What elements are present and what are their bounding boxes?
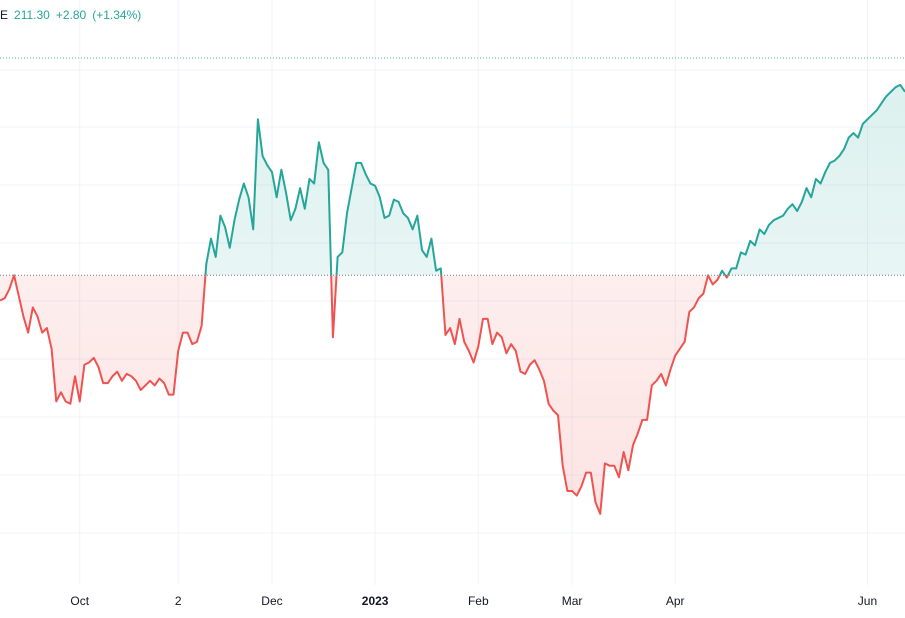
- price-change: +2.80: [56, 8, 86, 22]
- x-tick-label: Feb: [468, 594, 489, 608]
- x-tick-label: 2: [175, 594, 182, 608]
- x-tick-label: 2023: [362, 594, 389, 608]
- area-below-baseline: [0, 85, 905, 514]
- x-tick-label: Apr: [666, 594, 685, 608]
- x-tick-label: Jun: [858, 594, 877, 608]
- x-tick-label: Mar: [562, 594, 583, 608]
- symbol-label: E: [0, 8, 8, 22]
- last-price: 211.30: [14, 8, 50, 22]
- x-tick-label: Oct: [70, 594, 89, 608]
- price-change-percent: (+1.34%): [92, 8, 141, 22]
- x-tick-label: Dec: [261, 594, 282, 608]
- price-legend: E 211.30 +2.80 (+1.34%): [0, 8, 141, 22]
